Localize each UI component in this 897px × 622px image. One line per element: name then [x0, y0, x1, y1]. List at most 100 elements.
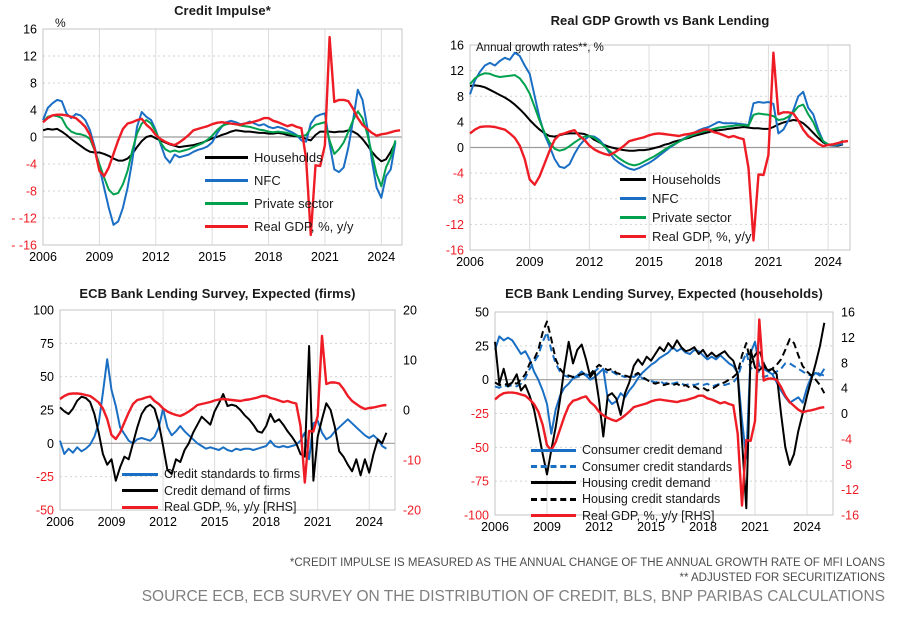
- x-axis-tick: 2018: [689, 520, 717, 534]
- y-axis-left-tick: 0: [482, 373, 489, 387]
- x-axis-tick: 2024: [355, 515, 383, 529]
- legend-label: Households: [652, 172, 721, 187]
- y-axis-left-tick: - -12: [11, 212, 37, 226]
- y-axis-right-tick: -10: [403, 454, 421, 468]
- legend-item: Consumer credit demand: [531, 442, 732, 458]
- series-line-households: [42, 127, 397, 163]
- y-axis-right-tick: 12: [841, 331, 855, 345]
- x-axis-tick: 2006: [46, 515, 74, 529]
- legend-item: Consumer credit standards: [531, 458, 732, 474]
- series-line-real-gdp-y-y-rhs-: [494, 318, 825, 507]
- legend-label: Consumer credit demand: [582, 443, 723, 458]
- legend-swatch-solid-line: [122, 505, 158, 509]
- y-axis-left-tick: -50: [36, 504, 54, 518]
- y-axis-left-tick: 25: [40, 404, 54, 418]
- x-axis-tick: 2021: [311, 250, 339, 264]
- legend-label: Private sector: [652, 210, 732, 225]
- x-axis-tick: 2018: [695, 255, 723, 269]
- legend-label: NFC: [254, 173, 281, 188]
- plot-border: [42, 28, 403, 246]
- x-axis-tick: 2018: [255, 250, 283, 264]
- legend-label: Households: [254, 150, 323, 165]
- legend-label: Private sector: [254, 196, 334, 211]
- y-axis-left-tick: 100: [33, 304, 54, 318]
- y-axis-left-tick: -8: [453, 192, 464, 206]
- x-axis-tick: 2012: [142, 250, 170, 264]
- legend-item: Real GDP, %, y/y: [620, 227, 751, 246]
- source-line: SOURCE ECB, ECB SURVEY ON THE DISTRIBUTI…: [141, 588, 885, 605]
- y-axis-right-tick: 0: [841, 407, 848, 421]
- legend: Consumer credit demand Consumer credit st…: [531, 442, 732, 524]
- y-axis-left-tick: 12: [23, 50, 37, 64]
- y-axis-left-tick: 0: [47, 437, 54, 451]
- chart-bls-firms: ECB Bank Lending Survey, Expected (firms…: [0, 285, 445, 535]
- y-axis-right-tick: -12: [841, 483, 859, 497]
- legend-swatch-solid-line: [205, 179, 248, 182]
- y-axis-left-tick: 4: [30, 104, 37, 118]
- legend-label: Real GDP, %, y/y [RHS]: [582, 508, 715, 523]
- y-axis-left-tick: 50: [475, 306, 489, 320]
- x-axis-tick: 2006: [456, 255, 484, 269]
- y-axis-right-tick: 8: [841, 356, 848, 370]
- legend-swatch-dashed-line: [531, 465, 576, 469]
- chart-bls-households: ECB Bank Lending Survey, Expected (house…: [445, 285, 897, 535]
- y-axis-right-tick: 4: [841, 382, 848, 396]
- x-axis-tick: 2015: [635, 255, 663, 269]
- x-axis-tick: 2024: [814, 255, 842, 269]
- y-axis-left-tick: -12: [446, 218, 464, 232]
- y-axis-left-tick: -8: [26, 185, 37, 199]
- x-axis-tick: 2015: [198, 250, 226, 264]
- legend-swatch-solid-line: [531, 448, 576, 452]
- y-axis-left-tick: 8: [457, 90, 464, 104]
- x-axis-tick: 2015: [201, 515, 229, 529]
- legend-swatch-solid-line: [531, 514, 576, 518]
- chart-title: Real GDP Growth vs Bank Lending: [550, 13, 770, 28]
- x-axis-tick: 2021: [741, 520, 769, 534]
- footnote-securitizations: ** ADJUSTED FOR SECURITIZATIONS: [679, 572, 885, 584]
- chart-credit-impulse: Credit Impulse* 16 12 8 4 0 -4 -8- -12- -16 200…: [0, 0, 435, 280]
- series-line-real-gdp-y-y: [42, 35, 401, 237]
- chart-title: ECB Bank Lending Survey, Expected (firms…: [79, 286, 356, 301]
- y-axis-right-tick: 20: [403, 304, 417, 318]
- legend-item: Households: [620, 170, 751, 189]
- x-axis-tick: 2018: [252, 515, 280, 529]
- legend-label: Credit standards to firms: [164, 467, 301, 482]
- y-axis-right-tick: -16: [841, 509, 859, 523]
- legend-label: Real GDP, %, y/y: [652, 229, 752, 244]
- legend-label: Real GDP, %, y/y [RHS]: [164, 500, 297, 515]
- y-axis-left-tick: -25: [471, 407, 489, 421]
- legend-item: Real GDP, %, y/y [RHS]: [531, 508, 732, 524]
- y-axis-left-tick: 50: [40, 370, 54, 384]
- plot-border: [494, 311, 834, 516]
- legend-swatch-solid-line: [620, 235, 646, 238]
- y-axis-left-tick: 0: [30, 131, 37, 145]
- series-line-private-sector: [42, 110, 397, 196]
- axis-unit-note: Annual growth rates**, %: [476, 42, 604, 54]
- chart-gdp-vs-bank-lending: Real GDP Growth vs Bank Lending 16 12 8 4 0 -…: [440, 0, 897, 280]
- legend-swatch-solid-line: [620, 216, 646, 219]
- series-line-real-gdp-y-y-rhs-: [59, 334, 387, 484]
- x-axis-tick: 2021: [304, 515, 332, 529]
- y-axis-left-tick: -50: [471, 441, 489, 455]
- legend-item: Housing credit standards: [531, 491, 732, 507]
- y-axis-left-tick: -4: [453, 167, 464, 181]
- legend-item: NFC: [620, 189, 751, 208]
- x-axis-tick: 2006: [29, 250, 57, 264]
- plot-border: [59, 309, 396, 511]
- series-line-nfc: [469, 51, 844, 171]
- x-axis-tick: 2009: [85, 250, 113, 264]
- series-line-private-sector: [469, 72, 844, 167]
- y-axis-left-tick: 16: [450, 39, 464, 53]
- legend-item: Private sector: [620, 208, 751, 227]
- footnote-credit-impulse: *CREDIT IMPULSE IS MEASURED AS THE ANNUA…: [289, 557, 885, 569]
- y-axis-left-tick: 4: [457, 115, 464, 129]
- legend-swatch-solid-line: [620, 197, 646, 200]
- legend-swatch-solid-line: [205, 156, 248, 159]
- chart-canvas: 50 25 0 -25 -50 -75 -100 16 12 8 4 0 -4 -8 -12 -16 2006 2…: [464, 306, 859, 535]
- series-line-consumer-credit-demand: [494, 335, 826, 460]
- x-axis-tick: 2021: [755, 255, 783, 269]
- legend-label: Housing credit standards: [582, 492, 721, 507]
- legend-swatch-solid-line: [620, 178, 646, 181]
